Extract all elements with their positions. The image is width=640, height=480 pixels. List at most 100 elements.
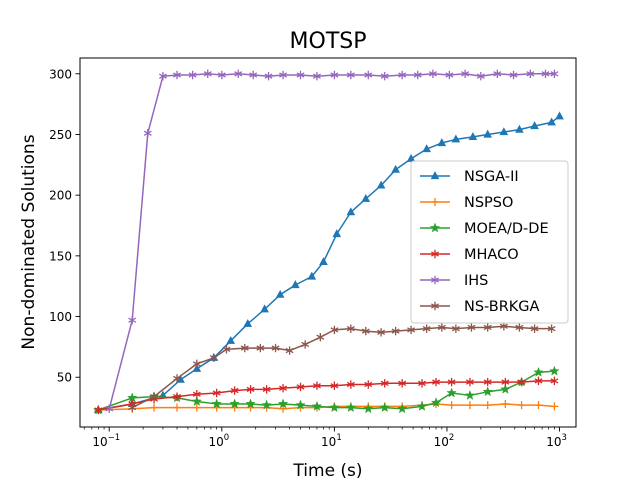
data-point-nsga-ii <box>468 132 478 140</box>
data-point-nspso <box>150 403 159 412</box>
data-point-ihs <box>249 70 258 80</box>
data-point-ihs <box>143 129 152 138</box>
data-point-ns-brkga <box>391 326 400 336</box>
data-point-mhaco <box>230 386 239 395</box>
data-point-ihs <box>413 70 422 80</box>
data-point-ns-brkga <box>173 374 181 383</box>
chart-title: MOTSP <box>290 29 367 54</box>
legend-label-ihs: IHS <box>464 273 488 289</box>
data-point-nsga-ii <box>226 335 236 344</box>
legend-marker-nsga-ii <box>430 171 440 180</box>
data-point-nspso <box>534 401 543 410</box>
data-point-ihs <box>264 72 273 81</box>
data-point-nspso <box>192 403 201 412</box>
x-tick-label: 103 <box>546 433 567 449</box>
data-point-nspso <box>465 401 474 410</box>
series-ns-brkga <box>128 322 556 412</box>
data-point-ns-brkga <box>467 323 476 332</box>
legend-entry-ihs: IHS <box>420 273 488 289</box>
data-point-ihs <box>158 72 167 81</box>
y-tick-label: 100 <box>49 310 72 324</box>
data-point-mhaco <box>465 377 474 387</box>
data-point-nspso <box>447 401 456 410</box>
data-point-ns-brkga <box>407 325 416 335</box>
data-point-nsga-ii <box>437 138 447 147</box>
data-point-moea-d-de <box>464 389 476 400</box>
x-tick-label: 10−1 <box>92 433 120 449</box>
data-point-ihs <box>312 72 321 81</box>
data-point-nsga-ii <box>243 318 253 327</box>
data-point-ihs <box>509 70 518 80</box>
data-point-nspso <box>483 401 492 410</box>
data-point-nsga-ii <box>361 193 371 202</box>
y-tick-label: 150 <box>49 249 72 263</box>
legend-label-nspso: NSPSO <box>464 195 513 211</box>
data-point-nsga-ii <box>406 153 416 162</box>
data-point-ihs <box>173 70 181 80</box>
data-point-moea-d-de <box>245 398 256 409</box>
data-point-ns-brkga <box>128 403 137 412</box>
data-point-mhaco <box>94 405 103 415</box>
axes-frame <box>79 57 577 428</box>
legend-entry-ns-brkga: NS-BRKGA <box>420 299 540 315</box>
legend-marker-moea-d-de <box>429 222 441 233</box>
data-point-mhaco <box>212 388 221 398</box>
data-point-mhaco <box>501 377 510 387</box>
data-point-mhaco <box>398 379 407 388</box>
data-point-ns-brkga <box>222 345 231 354</box>
y-tick-label: 250 <box>49 128 72 142</box>
data-point-ihs <box>217 70 226 80</box>
data-point-ihs <box>380 72 389 81</box>
data-point-moea-d-de <box>345 402 357 413</box>
legend-entry-nspso: NSPSO <box>420 195 513 211</box>
data-point-ihs <box>541 69 550 78</box>
data-point-moea-d-de <box>416 400 428 411</box>
data-point-ihs <box>279 70 288 80</box>
data-point-nsga-ii <box>391 164 400 173</box>
data-point-ihs <box>398 70 407 80</box>
legend-label-mhaco: MHACO <box>464 247 519 263</box>
data-point-ihs <box>461 69 470 78</box>
data-point-moea-d-de <box>379 402 390 413</box>
series-nsga-ii <box>94 111 564 414</box>
data-point-ihs <box>128 315 137 325</box>
data-point-ns-brkga <box>377 328 386 337</box>
x-tick-label: 101 <box>321 433 342 449</box>
data-point-moea-d-de <box>191 395 203 406</box>
data-point-mhaco <box>550 376 559 386</box>
data-point-nspso <box>173 403 182 412</box>
data-point-ns-brkga <box>361 326 370 336</box>
data-point-ns-brkga <box>285 346 294 355</box>
data-point-mhaco <box>312 381 321 390</box>
data-point-nsga-ii <box>555 111 564 120</box>
axis-ticks: 10−1 100 101 102 103 50 100 150 200 250 300 <box>49 67 567 449</box>
x-axis-label: Time (s) <box>292 461 362 480</box>
data-point-mhaco <box>296 382 305 392</box>
data-point-ns-brkga <box>316 332 325 342</box>
legend-entry-moea-d-de: MOEA/D-DE <box>420 221 549 237</box>
plot-area <box>93 69 564 415</box>
legend-marker-mhaco <box>431 249 439 259</box>
y-tick-label: 300 <box>49 67 72 81</box>
legend-label-moea-d-de: MOEA/D-DE <box>464 221 549 237</box>
data-point-ihs <box>364 70 373 80</box>
data-point-moea-d-de <box>549 365 560 376</box>
series-line-mhaco <box>98 380 555 411</box>
data-point-ihs <box>428 69 437 78</box>
series-mhaco <box>94 376 559 415</box>
data-point-ns-brkga <box>437 323 446 332</box>
data-point-moea-d-de <box>229 398 240 409</box>
data-point-ihs <box>105 404 114 413</box>
legend-entry-mhaco: MHACO <box>420 247 519 263</box>
data-point-moea-d-de <box>363 403 374 414</box>
data-point-ihs <box>445 70 454 80</box>
data-point-moea-d-de <box>500 383 511 394</box>
data-point-ihs <box>346 70 355 80</box>
data-point-mhaco <box>380 379 389 388</box>
data-point-ns-brkga <box>240 343 249 353</box>
data-point-nspso <box>517 401 526 410</box>
data-point-ihs <box>526 69 535 78</box>
data-point-ns-brkga <box>150 392 158 401</box>
y-axis-label: Non-dominated Solutions <box>19 134 39 349</box>
